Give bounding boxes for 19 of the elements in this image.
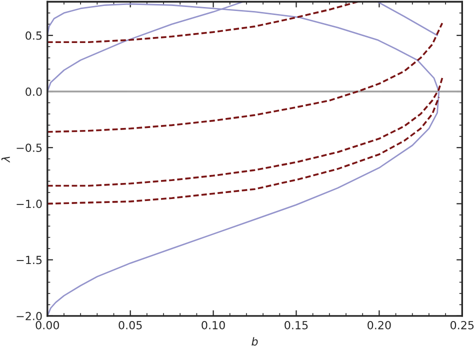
- line-series: [47, 77, 444, 187]
- y-axis-title: λ: [1, 156, 10, 163]
- line-series: [47, 96, 440, 205]
- x-tick-label: 0.15: [284, 320, 308, 330]
- x-tick-label: 0.05: [118, 320, 142, 330]
- y-tick-label: −1.0: [16, 200, 42, 208]
- line-series: [47, 3, 440, 316]
- x-axis-title: b: [252, 337, 258, 346]
- line-series: [47, 22, 444, 133]
- y-tick-label: −1.5: [16, 256, 42, 264]
- line-series: [47, 2, 359, 44]
- y-tick-label: −0.5: [16, 144, 42, 152]
- y-tick-label: 0.5: [26, 31, 42, 40]
- x-tick-label: 0.20: [368, 320, 391, 330]
- y-tick-label: −2.0: [16, 312, 42, 320]
- x-tick-label: 0.00: [36, 320, 60, 330]
- x-tick-label: 0.10: [202, 320, 225, 330]
- x-tick-label: 0.25: [450, 320, 474, 330]
- y-tick-label: 0.0: [26, 87, 42, 96]
